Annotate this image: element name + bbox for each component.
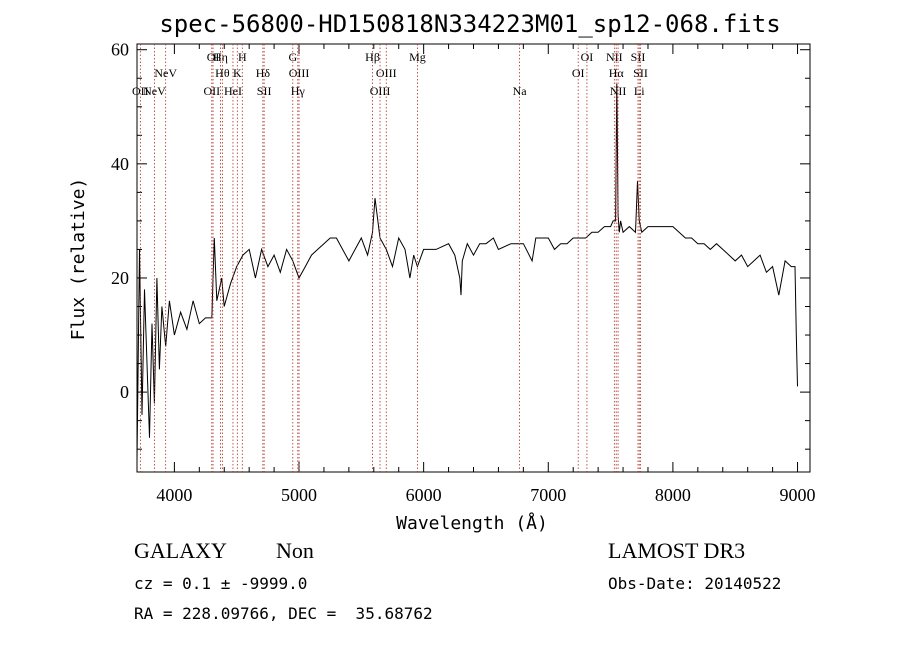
line-label: Na [513,84,528,98]
obs-date: Obs-Date: 20140522 [608,574,782,593]
line-label: OII [203,84,220,98]
line-label: G [288,50,297,64]
x-tick-label: 4000 [156,485,192,505]
y-tick-label: 0 [120,382,129,402]
y-tick-label: 20 [111,268,129,288]
line-label: OIII [376,66,397,80]
x-tick-label: 8000 [655,485,691,505]
x-axis: 4000 5000 6000 7000 8000 9000 [156,44,816,505]
y-axis: 0 20 40 60 [111,40,810,450]
survey-name: LAMOST DR3 [608,538,746,563]
line-label: Hη [213,50,228,64]
line-label: OIII [289,66,310,80]
line-label: SII [257,84,272,98]
redshift-cz: cz = 0.1 ± -9999.0 [134,574,308,593]
series-line-flux [136,83,798,461]
y-axis-label: Flux (relative) [68,178,89,341]
x-tick-label: 7000 [530,485,566,505]
line-label: OII [132,84,149,98]
line-label: K [233,66,242,80]
object-class: GALAXY [134,538,227,563]
line-label: H [238,50,247,64]
x-tick-label: 6000 [406,485,442,505]
x-tick-label: 5000 [281,485,317,505]
coordinates: RA = 228.09766, DEC = 35.68762 [134,604,433,623]
y-tick-label: 40 [111,154,129,174]
plot-frame [136,43,811,473]
x-tick-label: 9000 [780,485,816,505]
x-axis-label: Wavelength (Å) [396,512,548,534]
line-label: SII [631,50,646,64]
spectral-lines: OIINeVNeVOIIOIHηHθHeIKHHδSIIGOIIIHγHβOII… [132,44,648,472]
line-label: Hα [609,66,625,80]
line-label: NeV [154,66,177,80]
line-label: NII [610,84,627,98]
line-label: Hβ [365,50,380,64]
plot-area [136,43,811,473]
line-label: OI [207,50,220,64]
line-label: NeV [143,84,166,98]
object-subclass: Non [276,538,314,563]
line-label: Hδ [256,66,271,80]
line-label: Li [634,84,645,98]
chart-title: spec-56800-HD150818N334223M01_sp12-068.f… [159,10,780,38]
line-label: Hθ [215,66,230,80]
line-label: OI [581,50,594,64]
y-tick-label: 60 [111,40,129,60]
line-label: HeI [224,84,242,98]
line-label: Mg [409,50,426,64]
line-label: SII [633,66,648,80]
line-label: OIII [370,84,391,98]
line-label: NII [606,50,623,64]
line-label: OI [572,66,585,80]
line-label: Hγ [291,84,306,98]
